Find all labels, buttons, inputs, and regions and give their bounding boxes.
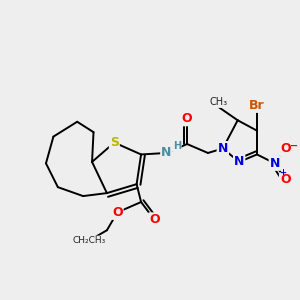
Text: CH₂CH₃: CH₂CH₃ [72, 236, 106, 245]
Text: O: O [112, 206, 123, 219]
Text: O: O [280, 142, 290, 155]
Text: O: O [182, 112, 193, 125]
Text: −: − [290, 140, 298, 151]
Text: H: H [173, 140, 181, 151]
Text: O: O [149, 213, 160, 226]
Text: S: S [110, 136, 119, 149]
Text: N: N [218, 142, 228, 155]
Text: O: O [280, 173, 290, 186]
Text: N: N [270, 157, 280, 170]
Text: CH₃: CH₃ [209, 98, 227, 107]
Text: Br: Br [249, 99, 265, 112]
Text: N: N [234, 155, 244, 168]
Text: +: + [279, 168, 286, 177]
Text: N: N [161, 146, 172, 160]
